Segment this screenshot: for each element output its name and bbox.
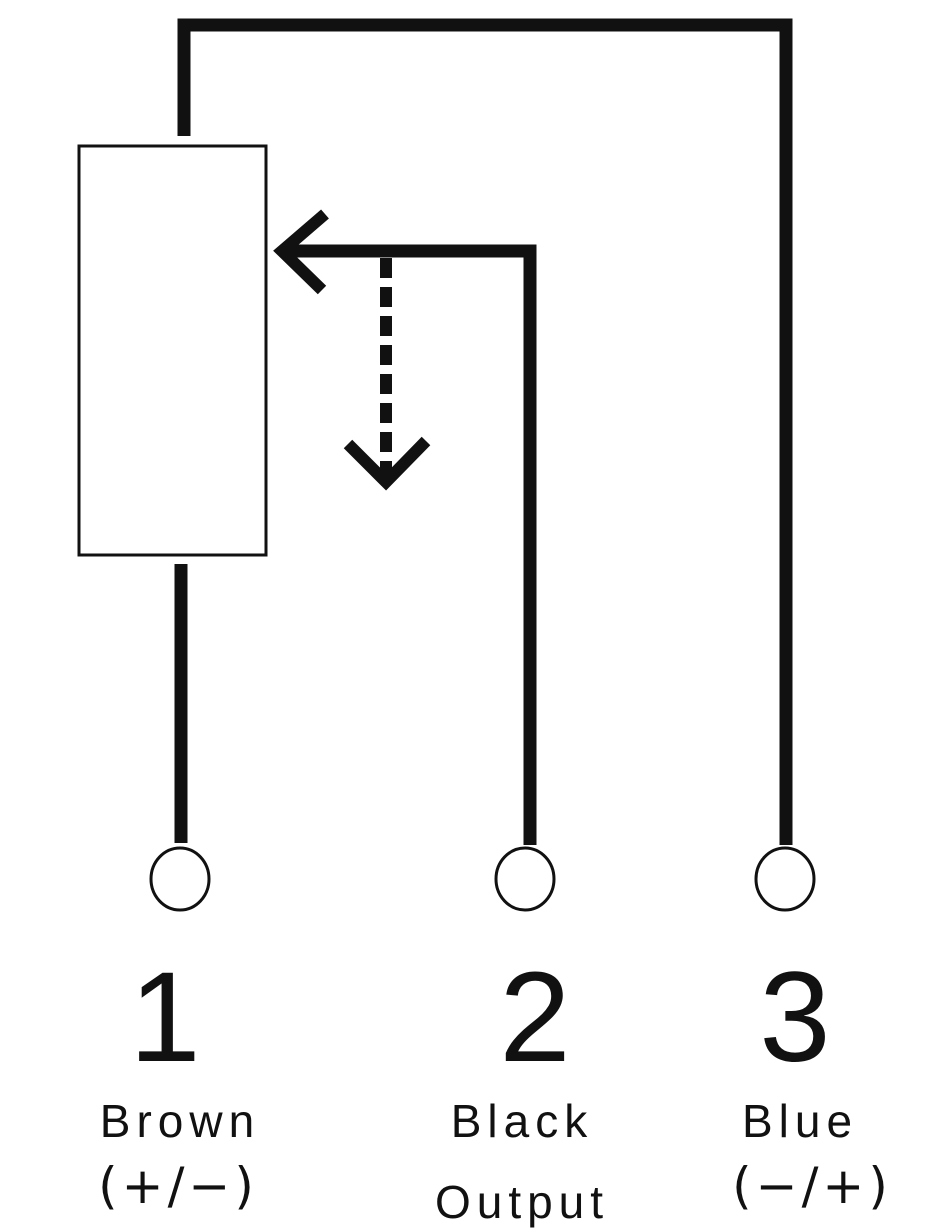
terminal-pin-1 (149, 846, 211, 912)
pin-3-color-label: Blue (742, 1095, 858, 1147)
wiper-direction-arrowhead (343, 436, 431, 491)
pin-2-role-label: Output (435, 1176, 609, 1228)
terminal-pin-2 (494, 846, 556, 912)
pin-1-color-label: Brown (100, 1095, 260, 1147)
wiper-arrowhead (273, 209, 329, 295)
wire-pin3-to-resistor-top (177, 18, 793, 845)
terminal-pin-3 (754, 846, 816, 912)
pin-2-number: 2 (499, 946, 570, 1089)
pin-3-number: 3 (759, 946, 830, 1089)
pin-1-polarity: (+∕−) (98, 1157, 258, 1215)
pin-1-number: 1 (129, 946, 200, 1089)
pin-3-polarity: (−∕+) (732, 1157, 892, 1215)
pin-2-color-label: Black (451, 1095, 593, 1147)
wiper-wire (282, 244, 537, 845)
resistor-body (77, 144, 268, 557)
